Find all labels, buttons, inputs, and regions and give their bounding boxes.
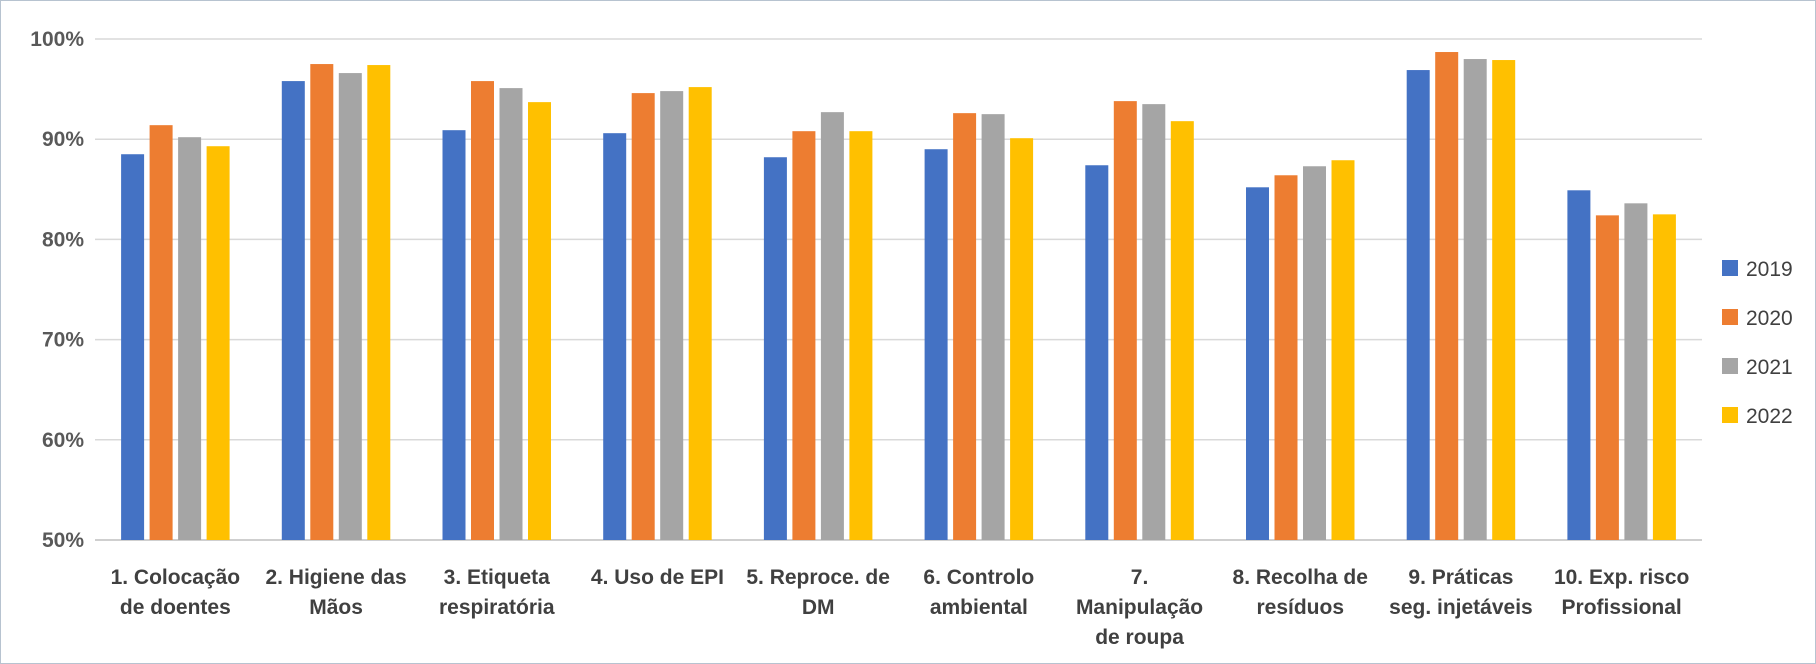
- y-tick-label: 60%: [42, 429, 84, 452]
- bar-2019: [924, 149, 948, 540]
- category-label-line: Manipulação: [1076, 596, 1203, 619]
- bar-2021: [981, 114, 1005, 541]
- legend-label: 2020: [1746, 307, 1793, 330]
- bar-2021: [820, 112, 844, 540]
- category-label-line: Mãos: [309, 596, 363, 619]
- bar-2022: [1010, 138, 1034, 540]
- category-label-line: de doentes: [120, 596, 231, 619]
- category-label-line: 10. Exp. risco: [1554, 566, 1689, 589]
- category-label-line: 2. Higiene das: [265, 566, 406, 589]
- category-label-line: 1. Colocação: [111, 566, 241, 589]
- bar-2020: [1113, 101, 1137, 541]
- bar-2019: [603, 133, 627, 541]
- bar-2021: [499, 88, 523, 541]
- category-label: 3. Etiqueta respiratória: [439, 566, 555, 619]
- bar-2020: [631, 93, 655, 540]
- category-label-line: 5. Reproce. de: [746, 566, 890, 589]
- legend-label: 2019: [1746, 258, 1793, 281]
- bar-2022: [367, 65, 391, 540]
- category-label: 8. Recolha de resíduos: [1233, 566, 1368, 619]
- category-label: 9. Práticas seg. injetáveis: [1389, 566, 1533, 619]
- bar-2022: [1331, 160, 1355, 540]
- y-tick-label: 70%: [42, 329, 84, 352]
- bar-2019: [442, 130, 466, 540]
- bar-2022: [688, 87, 712, 540]
- legend-label: 2022: [1746, 405, 1793, 428]
- category-label-line: 9. Práticas: [1408, 566, 1513, 589]
- category-label: 10. Exp. risco Profissional: [1554, 566, 1689, 619]
- bar-2022: [849, 131, 873, 540]
- category-label: 7. Manipulação de roupa: [1076, 566, 1203, 649]
- bar-2021: [1142, 104, 1166, 540]
- category-label-line: 8. Recolha de: [1233, 566, 1368, 589]
- category-label-line: respiratória: [439, 596, 555, 619]
- bar-2022: [1170, 121, 1194, 540]
- bar-2021: [1463, 59, 1487, 540]
- category-label-line: Profissional: [1562, 596, 1682, 619]
- category-label-line: 7.: [1131, 566, 1149, 589]
- bar-2020: [1274, 175, 1298, 540]
- bar-2020: [310, 64, 334, 541]
- bar-2021: [660, 91, 684, 540]
- bar-2021: [1303, 166, 1326, 540]
- legend-swatch-2019: [1722, 260, 1738, 276]
- legend-label: 2021: [1746, 356, 1793, 379]
- bar-2022: [528, 102, 551, 540]
- bar-2019: [281, 81, 305, 541]
- bar-2019: [1567, 190, 1591, 540]
- category-label-line: 3. Etiqueta: [444, 566, 551, 589]
- bar-2020: [471, 81, 494, 541]
- category-label: 2. Higiene das Mãos: [265, 566, 406, 619]
- category-label: 6. Controlo ambiental: [923, 566, 1034, 619]
- bar-2021: [338, 73, 362, 541]
- category-label-line: DM: [802, 596, 835, 619]
- bar-2020: [792, 131, 816, 540]
- category-label-line: seg. injetáveis: [1389, 596, 1533, 619]
- bar-2020: [953, 113, 977, 540]
- category-label-line: 6. Controlo: [923, 566, 1034, 589]
- bar-2019: [1246, 187, 1269, 540]
- legend-swatch-2022: [1722, 407, 1738, 423]
- bar-2021: [178, 137, 202, 541]
- y-tick-label: 80%: [42, 228, 84, 251]
- category-label-line: resíduos: [1256, 596, 1344, 619]
- legend-swatch-2020: [1722, 309, 1738, 325]
- category-label: 5. Reproce. de DM: [746, 566, 890, 619]
- y-tick-label: 90%: [42, 128, 84, 151]
- bar-2022: [1652, 214, 1676, 540]
- category-label-line: de roupa: [1095, 626, 1184, 649]
- bar-2019: [1406, 70, 1430, 540]
- bar-2020: [1595, 215, 1619, 541]
- bar-2019: [1085, 165, 1109, 540]
- bar-2022: [206, 146, 230, 541]
- bar-2022: [1492, 60, 1516, 541]
- y-tick-label: 50%: [42, 529, 84, 552]
- category-label-line: 4. Uso de EPI: [591, 566, 724, 589]
- bar-2021: [1624, 203, 1648, 540]
- bar-2020: [149, 125, 173, 540]
- category-label: 1. Colocação de doentes: [111, 566, 241, 619]
- category-label-line: ambiental: [930, 596, 1028, 619]
- y-tick-label: 100%: [30, 28, 84, 51]
- bar-2020: [1435, 52, 1459, 540]
- bar-2019: [121, 154, 145, 541]
- legend-swatch-2021: [1722, 358, 1738, 374]
- bar-2019: [763, 157, 787, 540]
- category-label: 4. Uso de EPI: [591, 566, 724, 589]
